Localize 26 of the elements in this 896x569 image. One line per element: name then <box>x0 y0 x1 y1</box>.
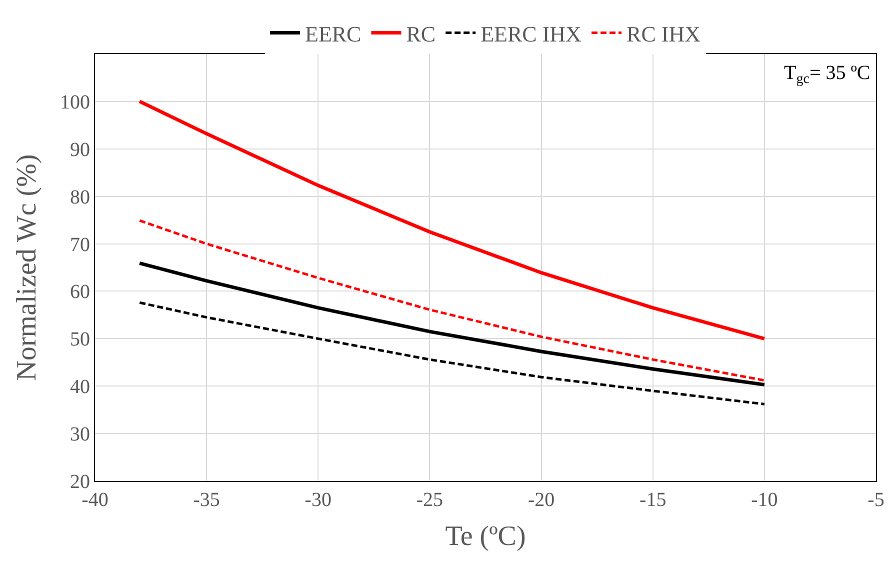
x-axis-title: Te (ºC) <box>445 521 526 552</box>
y-tick-label: 60 <box>70 281 90 304</box>
y-tick-label: 80 <box>70 186 90 208</box>
legend-label: RC <box>406 21 436 46</box>
y-tick-label: 70 <box>70 234 90 256</box>
annotation: T$_{gc}$= 35 ºC <box>784 62 870 88</box>
legend-label: EERC IHX <box>480 21 582 46</box>
y-tick-label: 30 <box>70 424 90 446</box>
x-tick-label: -20 <box>528 489 555 511</box>
x-tick-label: -10 <box>751 489 778 511</box>
y-tick-label: 90 <box>70 138 90 161</box>
legend-label: EERC <box>305 21 362 46</box>
y-axis-title: Normalized Wc (%) <box>12 154 43 381</box>
line-series <box>138 100 766 340</box>
line-series <box>138 261 766 386</box>
x-tick-label: -25 <box>416 489 444 511</box>
x-tick-label: -30 <box>304 489 332 511</box>
x-tick-label: -5 <box>868 489 884 511</box>
y-tick-label: 50 <box>70 328 90 351</box>
line-series <box>138 219 766 382</box>
x-tick-label: -15 <box>640 489 666 511</box>
line-series <box>138 301 766 406</box>
y-tick-label: 40 <box>70 376 90 398</box>
x-tick-label: -35 <box>193 489 220 511</box>
legend-label: RC IHX <box>626 21 701 46</box>
y-tick-label: 100 <box>60 91 90 114</box>
